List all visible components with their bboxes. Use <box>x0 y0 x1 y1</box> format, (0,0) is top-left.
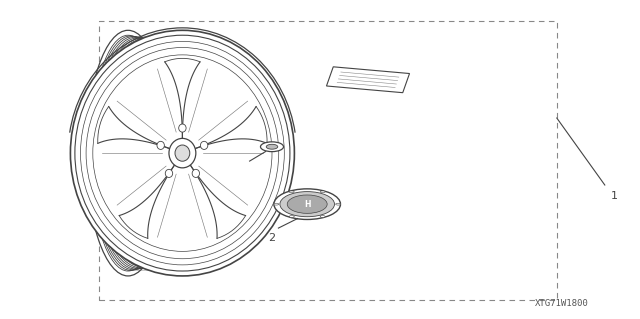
Ellipse shape <box>179 124 186 132</box>
Ellipse shape <box>200 141 208 149</box>
Ellipse shape <box>320 191 325 193</box>
Ellipse shape <box>169 138 196 168</box>
FancyBboxPatch shape <box>326 67 410 93</box>
Ellipse shape <box>266 144 278 149</box>
Text: H: H <box>304 200 310 209</box>
Text: XTG71W1800: XTG71W1800 <box>535 299 589 308</box>
Text: 1: 1 <box>611 191 618 201</box>
Ellipse shape <box>289 191 294 193</box>
Ellipse shape <box>157 141 164 149</box>
Ellipse shape <box>86 30 170 276</box>
Ellipse shape <box>274 203 279 205</box>
Ellipse shape <box>289 216 294 218</box>
Ellipse shape <box>175 145 190 161</box>
Ellipse shape <box>335 203 340 205</box>
Ellipse shape <box>274 189 340 219</box>
Ellipse shape <box>192 169 200 177</box>
Text: 2: 2 <box>268 233 276 243</box>
Ellipse shape <box>165 169 173 177</box>
Ellipse shape <box>287 195 327 213</box>
Ellipse shape <box>260 142 284 152</box>
Ellipse shape <box>280 192 335 217</box>
Bar <box>99 21 557 300</box>
Ellipse shape <box>320 216 325 218</box>
Text: 3: 3 <box>240 166 246 176</box>
Ellipse shape <box>70 30 294 276</box>
